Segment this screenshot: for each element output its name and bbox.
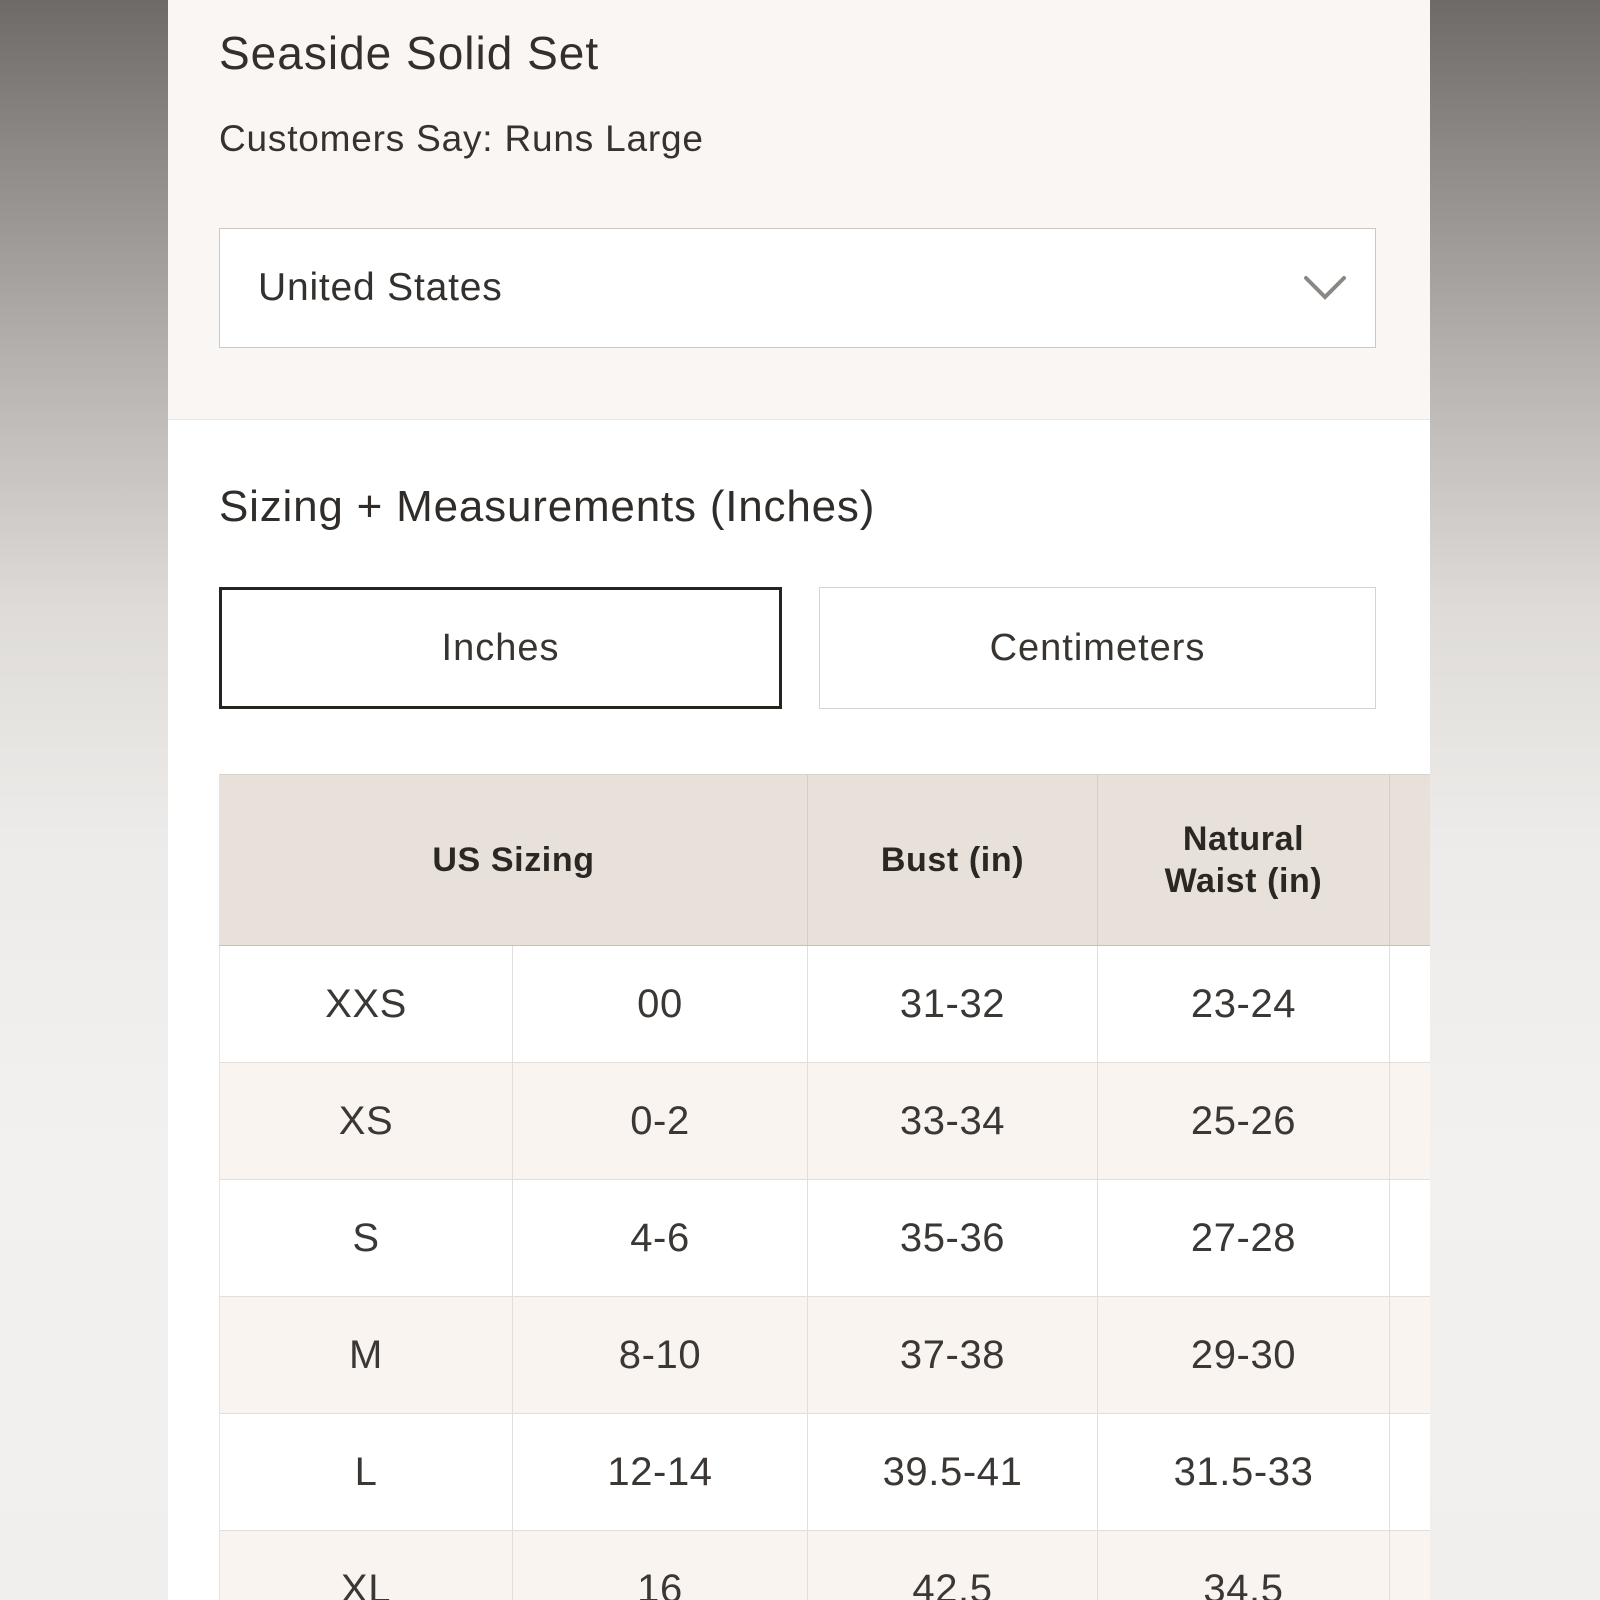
table-row-m: M 8-10 37-38 29-30 [219,1296,1430,1414]
cell-bust: 39.5-41 [807,1413,1098,1531]
cell-waist: 29-30 [1097,1296,1390,1414]
table-row-s: S 4-6 35-36 27-28 [219,1179,1430,1297]
centimeters-button[interactable]: Centimeters [819,587,1376,709]
cell-us: 12-14 [512,1413,808,1531]
fit-note: Customers Say: Runs Large [219,118,704,159]
cell-us: 4-6 [512,1179,808,1297]
table-row-xl: XL 16 42.5 34.5 [219,1530,1430,1600]
size-guide-panel: Seaside Solid Set Customers Say: Runs La… [168,0,1430,1600]
cell-us: 0-2 [512,1062,808,1180]
cell-size: XL [219,1530,513,1600]
country-select[interactable]: United States [219,228,1376,348]
cell-size: S [219,1179,513,1297]
cell-cutoff [1389,1296,1430,1414]
cell-bust: 31-32 [807,945,1098,1063]
cell-us: 8-10 [512,1296,808,1414]
chevron-down-icon [1304,276,1346,300]
cell-cutoff [1389,1179,1430,1297]
cell-cutoff [1389,1530,1430,1600]
table-row-xxs: XXS 00 31-32 23-24 [219,945,1430,1063]
cell-cutoff [1389,945,1430,1063]
cell-waist: 23-24 [1097,945,1390,1063]
cell-size: XXS [219,945,513,1063]
cell-bust: 42.5 [807,1530,1098,1600]
cell-size: L [219,1413,513,1531]
column-header-us-sizing: US Sizing [219,774,808,946]
cell-bust: 33-34 [807,1062,1098,1180]
table-header-row: US Sizing Bust (in) Natural Waist (in) [219,774,1430,946]
cell-us: 16 [512,1530,808,1600]
section-heading: Sizing + Measurements (Inches) [219,482,876,531]
table-row-xs: XS 0-2 33-34 25-26 [219,1062,1430,1180]
table-row-l: L 12-14 39.5-41 31.5-33 [219,1413,1430,1531]
column-header-cutoff [1389,774,1430,946]
cell-cutoff [1389,1062,1430,1180]
cell-bust: 35-36 [807,1179,1098,1297]
column-header-natural-waist: Natural Waist (in) [1097,774,1390,946]
cell-us: 00 [512,945,808,1063]
column-header-bust: Bust (in) [807,774,1098,946]
country-select-value: United States [258,266,503,309]
cell-waist: 25-26 [1097,1062,1390,1180]
unit-toggle: Inches Centimeters [219,587,1376,709]
cell-size: XS [219,1062,513,1180]
cell-waist: 31.5-33 [1097,1413,1390,1531]
cell-waist: 34.5 [1097,1530,1390,1600]
cell-waist: 27-28 [1097,1179,1390,1297]
size-chart-table: US Sizing Bust (in) Natural Waist (in) X… [219,774,1430,1600]
product-title: Seaside Solid Set [219,27,600,79]
product-header-section: Seaside Solid Set Customers Say: Runs La… [168,0,1430,420]
cell-cutoff [1389,1413,1430,1531]
cell-size: M [219,1296,513,1414]
inches-button[interactable]: Inches [219,587,782,709]
cell-bust: 37-38 [807,1296,1098,1414]
sizing-section: Sizing + Measurements (Inches) Inches Ce… [168,420,1430,1600]
